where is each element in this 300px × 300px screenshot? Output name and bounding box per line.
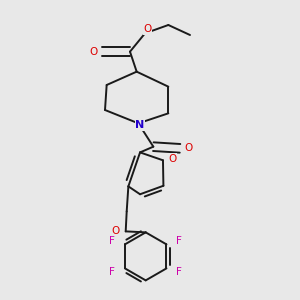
Text: F: F: [176, 267, 182, 277]
Text: F: F: [176, 236, 182, 246]
Text: O: O: [143, 24, 152, 34]
Text: O: O: [112, 226, 120, 236]
Text: N: N: [135, 120, 145, 130]
Text: O: O: [184, 143, 193, 153]
Text: F: F: [109, 236, 115, 246]
Text: F: F: [109, 267, 115, 277]
Text: O: O: [168, 154, 176, 164]
Text: O: O: [89, 47, 98, 57]
